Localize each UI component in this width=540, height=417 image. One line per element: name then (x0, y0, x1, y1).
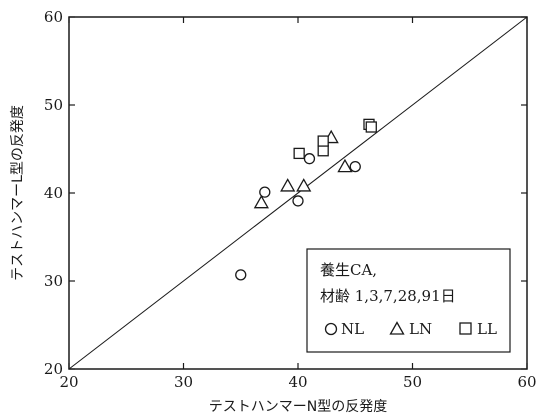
legend-nl-marker (324, 322, 338, 336)
reference-line-y-equals-x (68, 16, 528, 370)
data-point-nl (235, 269, 247, 281)
legend-box (306, 248, 511, 353)
data-point-ll (317, 145, 329, 157)
data-marks (235, 118, 377, 281)
legend-nl-label: NL (341, 320, 364, 338)
data-point-ln (296, 178, 312, 192)
x-tick-label: 20 (59, 373, 78, 391)
data-point-ln (253, 194, 269, 209)
data-point-ll (317, 135, 329, 147)
x-tick-label: 30 (174, 373, 193, 391)
x-axis-title: テストハンマーN型の反発度 (209, 399, 387, 415)
data-point-nl (303, 153, 316, 165)
data-point-ln (280, 178, 296, 192)
legend-line-1: 養生CA, (320, 261, 377, 279)
legend-ll-label: LL (477, 320, 497, 338)
data-point-nl (292, 195, 304, 207)
legend-ln-label: LN (409, 320, 432, 338)
x-tick-label: 60 (517, 373, 536, 391)
axis-ticks: 20 30 40 50 60 20 30 40 50 60 (44, 8, 537, 391)
data-point-nl (349, 160, 361, 173)
legend-line-2: 材齢 1,3,7,28,91日 (320, 287, 456, 305)
legend-ll-marker (459, 322, 472, 335)
data-point-ll (365, 121, 377, 133)
legend: 養生CA, 材齢 1,3,7,28,91日 NL LN LL (306, 248, 511, 353)
y-tick-label: 20 (44, 360, 63, 378)
data-point-nl (259, 186, 271, 198)
x-tick-label: 50 (403, 373, 422, 391)
y-axis-title: テストハンマーL型の反発度 (10, 105, 26, 281)
y-tick-label: 40 (44, 184, 63, 202)
legend-ln-marker (389, 321, 405, 335)
y-tick-label: 60 (44, 8, 63, 26)
x-tick-label: 40 (288, 373, 307, 391)
y-tick-label: 30 (44, 272, 63, 290)
data-point-ll (293, 147, 305, 160)
y-tick-label: 50 (44, 96, 63, 114)
data-point-ln (337, 158, 353, 173)
